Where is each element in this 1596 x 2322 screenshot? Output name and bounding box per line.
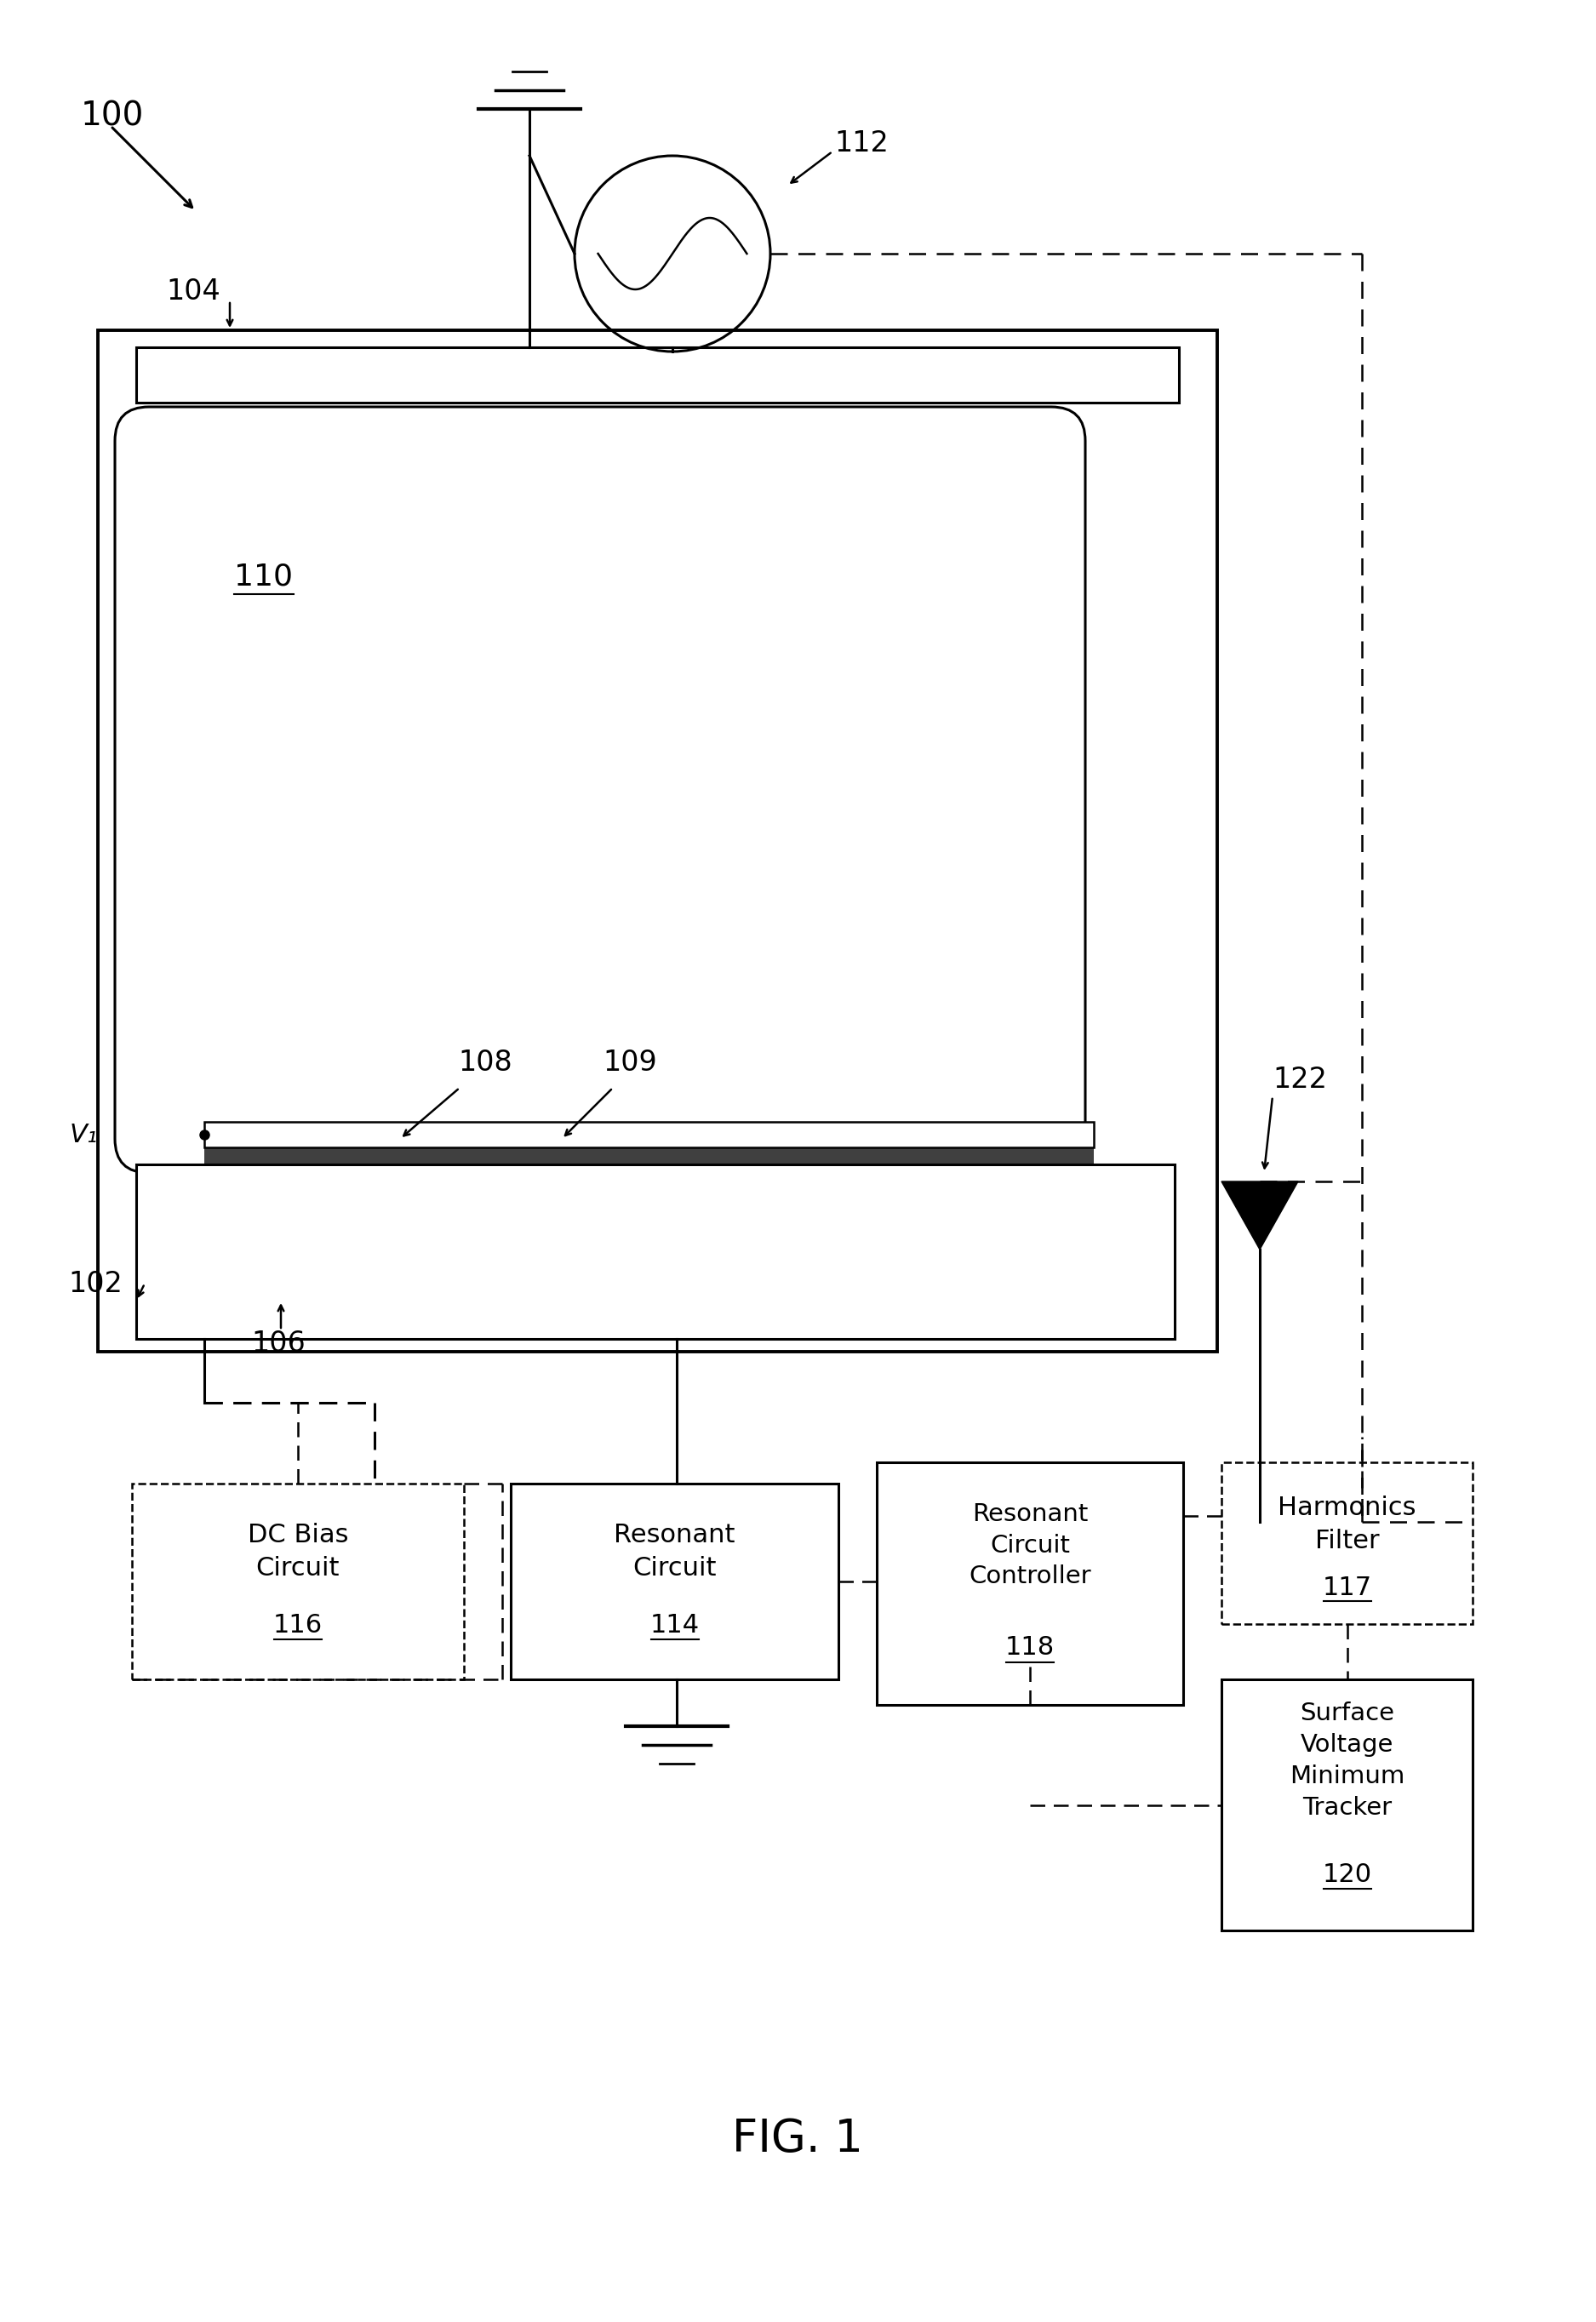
Text: DC Bias
Circuit: DC Bias Circuit	[247, 1523, 348, 1581]
Text: 110: 110	[235, 562, 292, 592]
Bar	[876, 1463, 1183, 1704]
Text: 102: 102	[69, 1270, 123, 1298]
Bar	[136, 348, 1179, 402]
Text: 108: 108	[458, 1047, 512, 1077]
Text: Resonant
Circuit
Controller: Resonant Circuit Controller	[969, 1502, 1092, 1588]
Text: 114: 114	[650, 1614, 699, 1637]
Bar	[1221, 1463, 1473, 1623]
Bar	[1221, 1679, 1473, 1930]
Bar	[204, 1145, 1093, 1166]
Bar	[97, 330, 1218, 1351]
Text: 109: 109	[603, 1047, 658, 1077]
Text: 122: 122	[1272, 1066, 1326, 1094]
Text: 118: 118	[1005, 1635, 1055, 1660]
Text: Surface
Voltage
Minimum
Tracker: Surface Voltage Minimum Tracker	[1290, 1702, 1404, 1820]
Text: 116: 116	[273, 1614, 322, 1637]
Text: 117: 117	[1321, 1574, 1373, 1600]
Bar	[132, 1484, 464, 1679]
Text: 100: 100	[81, 100, 144, 132]
Bar	[204, 1122, 1093, 1147]
Text: V₁: V₁	[70, 1122, 97, 1147]
Text: 120: 120	[1321, 1862, 1373, 1888]
Text: 106: 106	[251, 1328, 305, 1356]
Polygon shape	[1221, 1182, 1298, 1249]
Bar	[511, 1484, 838, 1679]
FancyBboxPatch shape	[115, 406, 1085, 1173]
Text: 104: 104	[166, 279, 220, 307]
Text: Resonant
Circuit: Resonant Circuit	[614, 1523, 736, 1581]
Text: 112: 112	[835, 130, 889, 158]
Text: Harmonics
Filter: Harmonics Filter	[1278, 1495, 1416, 1553]
Text: FIG. 1: FIG. 1	[733, 2118, 863, 2162]
Bar	[136, 1163, 1175, 1340]
